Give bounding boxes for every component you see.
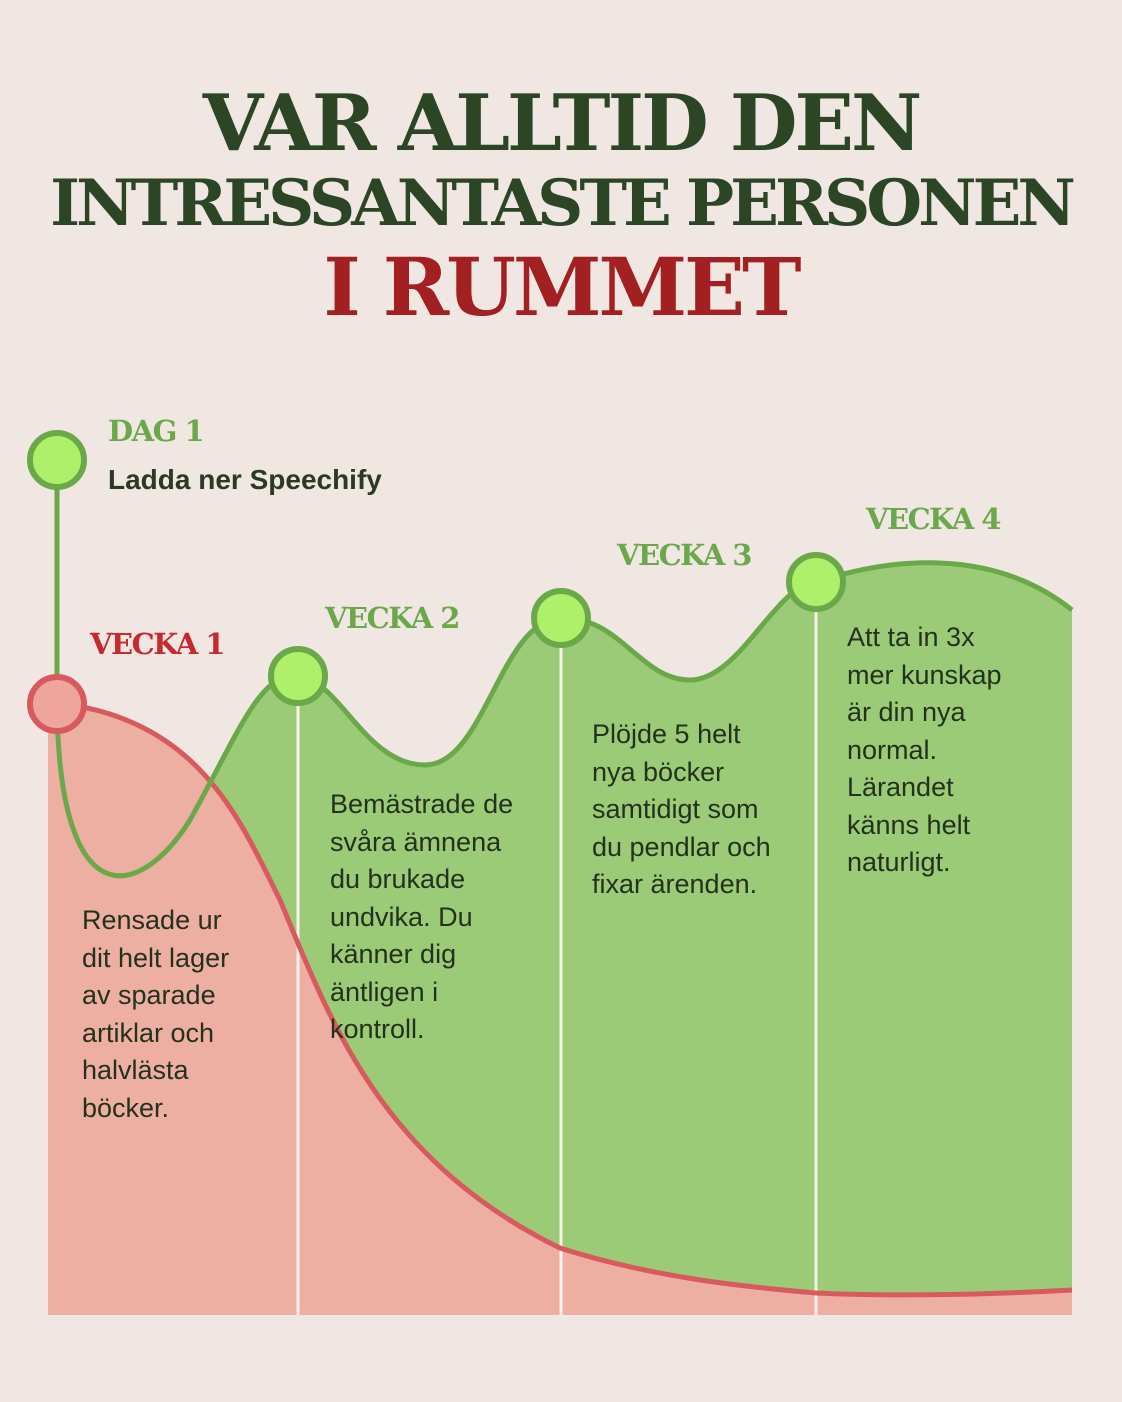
week1-marker [27, 674, 87, 734]
title-line-2: INTRESSANTASTE PERSONEN [50, 166, 1076, 241]
week1-text: Rensade ur dit helt lager av sparade art… [82, 905, 230, 1123]
week3-marker [531, 588, 591, 648]
title-line-1: VAR ALLTID DEN [202, 78, 923, 169]
title-line-3-highlight: I RUMMET [323, 240, 801, 334]
week1-label: VECKA 1 [90, 627, 226, 661]
week2-label: VECKA 2 [325, 601, 461, 635]
week2-text: Bemästrade de svåra ämnena du brukade un… [330, 789, 514, 1044]
week4-text: Att ta in 3x mer kunskap är din nya norm… [847, 622, 1002, 877]
week4-label: VECKA 4 [866, 502, 1002, 536]
day1-marker [27, 430, 87, 490]
red-decline-line [57, 700, 1073, 1298]
day1-text: Ladda ner Speechify [108, 464, 382, 495]
week4-marker [786, 552, 846, 612]
week3-label: VECKA 3 [617, 538, 753, 572]
day1-label: DAG 1 [108, 414, 205, 448]
red-decline-area [48, 700, 1072, 1315]
week2-marker [268, 646, 328, 706]
week3-text: Plöjde 5 helt nya böcker samtidigt som d… [592, 719, 771, 899]
